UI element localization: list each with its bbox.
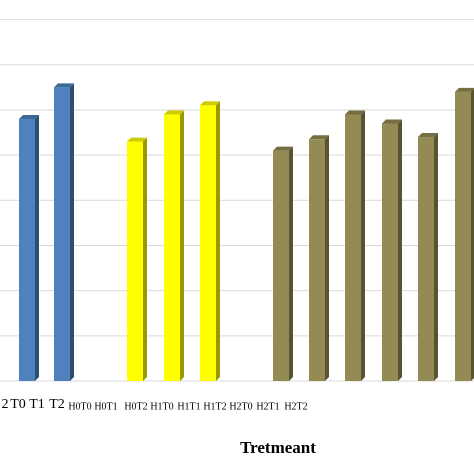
bar	[127, 137, 147, 381]
bar-face	[19, 118, 35, 381]
bar-top	[19, 114, 39, 119]
bar-top	[273, 146, 293, 151]
x-tick-label: H1T1	[177, 401, 200, 412]
bar	[345, 110, 365, 381]
x-tick-label: H1T2	[203, 401, 226, 412]
bar-side	[216, 101, 220, 382]
bar	[273, 146, 293, 381]
bar-top	[382, 119, 402, 124]
x-axis-title: Tretmeant	[240, 438, 316, 457]
x-tick-label: H2T2	[284, 401, 307, 412]
bar	[382, 119, 402, 382]
bar-face	[273, 150, 289, 381]
bar-side	[289, 146, 293, 381]
x-tick-label: H0T0	[68, 401, 91, 412]
bar-side	[70, 83, 74, 382]
bar-top	[54, 83, 74, 88]
bar-side	[143, 137, 147, 381]
bar-top	[127, 137, 147, 142]
bar-side	[325, 135, 329, 381]
bar	[19, 114, 39, 381]
bar-top	[418, 133, 438, 138]
bar-face	[54, 87, 70, 382]
x-tick-label: H0T1	[94, 401, 117, 412]
bar-face	[345, 114, 361, 381]
bar-face	[382, 123, 398, 382]
bar	[418, 133, 438, 381]
bar-side	[361, 110, 365, 381]
bar-side	[471, 88, 474, 381]
bar-face	[164, 114, 180, 381]
bar	[455, 87, 474, 381]
bar-face	[455, 91, 471, 381]
x-tick-label: H1T0	[150, 401, 173, 412]
x-tick-label: 2	[2, 397, 9, 412]
x-tick-label: T2	[49, 397, 65, 412]
x-tick-label: T0	[10, 397, 26, 412]
bar	[200, 101, 220, 382]
bar-face	[127, 141, 143, 381]
bar-side	[434, 133, 438, 381]
bar-side	[398, 119, 402, 382]
x-tick-label: H0T2	[124, 401, 147, 412]
bar-top	[309, 135, 329, 140]
bar-face	[309, 139, 325, 381]
x-tick-label: H2T0	[229, 401, 252, 412]
bar	[309, 135, 329, 381]
bar-side	[180, 110, 184, 381]
bar-top	[455, 87, 474, 92]
bar	[164, 110, 184, 381]
bar-top	[345, 110, 365, 115]
bar-top	[200, 101, 220, 106]
bar-side	[35, 114, 39, 381]
bar-face	[200, 105, 216, 382]
x-tick-label: T1	[29, 397, 45, 412]
bar-face	[418, 137, 434, 381]
x-tick-label: H2T1	[256, 401, 279, 412]
bar-top	[164, 110, 184, 115]
bar	[54, 83, 74, 382]
